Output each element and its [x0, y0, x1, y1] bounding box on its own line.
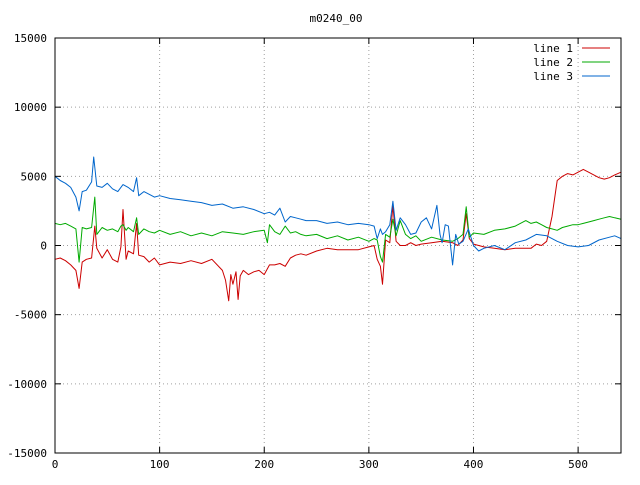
x-tick-label: 0: [52, 458, 59, 471]
grid-layer: [55, 38, 621, 453]
series-line-2: [54, 196, 622, 263]
legend-label-1: line 1: [533, 42, 573, 55]
y-tick-label: 0: [40, 240, 47, 253]
x-tick-label: 400: [464, 458, 484, 471]
y-tick-label: 10000: [14, 101, 47, 114]
x-tick-label: 200: [254, 458, 274, 471]
series-line-3: [54, 156, 622, 266]
series-line-1: [54, 168, 622, 302]
y-tick-label: -10000: [7, 378, 47, 391]
x-tick-label: 100: [150, 458, 170, 471]
legend-label-2: line 2: [533, 56, 573, 69]
y-tick-label: 5000: [21, 170, 48, 183]
axis-layer: 0 100 200 300 400 500 -15000 -10000 -5000 0 5000 10…: [7, 32, 621, 471]
y-tick-label: 15000: [14, 32, 47, 45]
x-tick-label: 500: [568, 458, 588, 471]
chart-title: m0240_00: [310, 12, 363, 25]
series-layer: [54, 156, 622, 302]
y-tick-label: -15000: [7, 447, 47, 460]
legend-label-3: line 3: [533, 70, 573, 83]
x-tick-label: 300: [359, 458, 379, 471]
y-tick-label: -5000: [14, 309, 47, 322]
